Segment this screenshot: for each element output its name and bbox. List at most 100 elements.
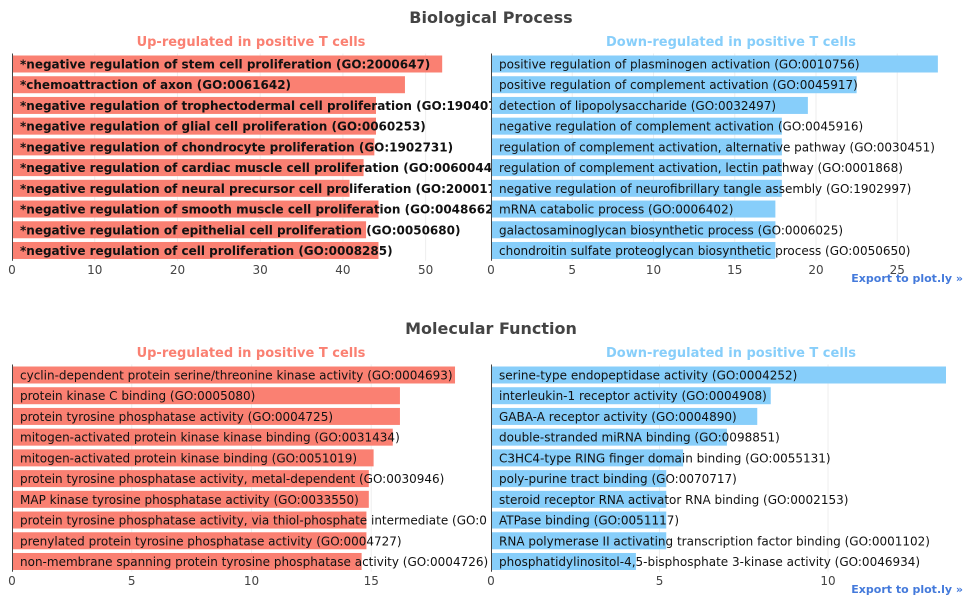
bar [12,387,400,405]
bar [491,221,776,239]
bar [491,179,782,197]
bar-label: *negative regulation of epithelial cell … [20,223,460,237]
tick-label: 10 [244,574,259,588]
bar [491,55,938,73]
tick-label: 5 [568,263,576,277]
tick-label: 15 [727,263,742,277]
bar [12,138,375,156]
bar [12,117,376,135]
bar-label: GABA-A receptor activity (GO:0004890) [499,410,737,424]
tick-label: 10 [646,263,661,277]
bar [12,241,379,259]
bar-label: protein tyrosine phosphatase activity (G… [20,410,333,424]
bar-label: *chemoattraction of axon (GO:0061642) [20,78,291,92]
bar-label: RNA polymerase II activating transcripti… [499,534,930,548]
panel-subtitle: Down-regulated in positive T cells [606,35,856,50]
bar-label: cyclin-dependent protein serine/threonin… [20,369,453,383]
bar-label: positive regulation of complement activa… [499,78,858,92]
bar [491,241,776,259]
bar-label: prenylated protein tyrosine phosphatase … [20,534,402,548]
bar-label: double-stranded miRNA binding (GO:009885… [499,431,780,445]
bar [12,55,443,73]
bar [491,449,684,467]
bar [12,470,369,488]
bar-label: steroid receptor RNA activator RNA bindi… [499,493,848,507]
tick-label: 10 [820,574,835,588]
bar [12,200,379,218]
bar-label: poly-purine tract binding (GO:0070717) [499,472,737,486]
tick-label: 20 [808,263,823,277]
bar-label: *negative regulation of smooth muscle ce… [20,203,493,217]
bar-label: mitogen-activated protein kinase kinase … [20,431,400,445]
bar [491,407,758,425]
bar [12,428,393,446]
bar [491,159,782,177]
bar-label: *negative regulation of glial cell proli… [20,120,426,134]
bar [12,407,400,425]
bar [491,490,667,508]
panel-subtitle: Up-regulated in positive T cells [137,346,366,361]
bar-label: mRNA catabolic process (GO:0006402) [499,203,733,217]
bar-label: protein tyrosine phosphatase activity, v… [20,514,487,528]
bar [491,200,776,218]
bar-label: protein tyrosine phosphatase activity, m… [20,472,444,486]
bar-label: protein kinase C binding (GO:0005080) [20,389,255,403]
bar-label: negative regulation of neurofibrillary t… [499,182,911,196]
tick-label: 0 [8,574,16,588]
tick-label: 0 [487,574,495,588]
bar [491,76,857,94]
bar [12,449,374,467]
bar [491,532,667,550]
bar-label: ATPase binding (GO:0051117) [499,514,679,528]
bar [491,117,782,135]
tick-label: 50 [418,263,433,277]
bar-label: serine-type endopeptidase activity (GO:0… [499,369,797,383]
bar [12,366,456,384]
bar [491,366,946,384]
bar [12,96,376,114]
bar-label: regulation of complement activation, lec… [499,161,903,175]
bar [12,552,362,570]
bar-label: MAP kinase tyrosine phosphatase activity… [20,493,359,507]
bar [491,387,771,405]
bar-label: interleukin-1 receptor activity (GO:0004… [499,389,767,403]
panel-subtitle: Down-regulated in positive T cells [606,346,856,361]
tick-label: 5 [128,574,136,588]
bar-label: *negative regulation of cell proliferati… [20,244,393,258]
bar [491,552,636,570]
bar [491,511,667,529]
bar [491,138,782,156]
bar [491,96,808,114]
bar-label: negative regulation of complement activa… [499,120,863,134]
bar-label: positive regulation of plasminogen activ… [499,58,860,72]
tick-label: 0 [8,263,16,277]
export-link[interactable]: Export to plot.ly » [851,272,963,285]
bar-label: *negative regulation of stem cell prolif… [20,58,430,72]
bar-label: *negative regulation of neural precursor… [20,182,496,196]
tick-label: 15 [364,574,379,588]
bar [491,428,727,446]
bar-label: *negative regulation of trophectodermal … [20,99,497,113]
tick-label: 20 [170,263,185,277]
bar [491,470,667,488]
tick-label: 0 [487,263,495,277]
chart-title: Molecular Function [405,319,577,338]
tick-label: 40 [335,263,350,277]
tick-label: 5 [656,574,664,588]
chart-title: Biological Process [409,8,572,27]
bar-label: non-membrane spanning protein tyrosine p… [20,555,488,569]
bar [12,76,405,94]
bar-label: mitogen-activated protein kinase binding… [20,451,357,465]
panel-subtitle: Up-regulated in positive T cells [137,35,366,50]
bar-label: C3HC4-type RING finger domain binding (G… [499,451,831,465]
tick-label: 30 [253,263,268,277]
export-link[interactable]: Export to plot.ly » [851,583,963,596]
bar [12,159,364,177]
bar-label: chondroitin sulfate proteoglycan biosynt… [499,244,910,258]
bar [12,490,369,508]
bar-label: galactosaminoglycan biosynthetic process… [499,223,843,237]
bar-label: detection of lipopolysaccharide (GO:0032… [499,99,776,113]
bar [12,532,367,550]
bar [12,221,367,239]
